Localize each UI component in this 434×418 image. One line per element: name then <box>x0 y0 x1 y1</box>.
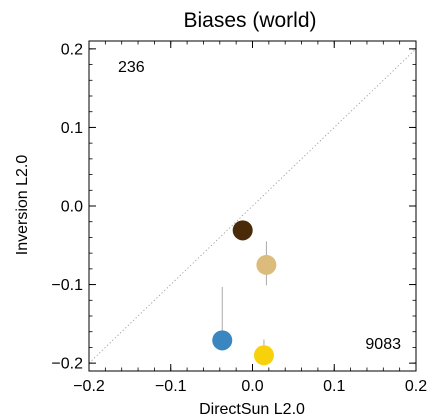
data-point <box>232 220 253 241</box>
y-tick-label: 0.2 <box>61 41 83 58</box>
data-point <box>256 254 277 275</box>
y-tick-label: −0.1 <box>51 277 83 294</box>
data-point <box>212 330 233 351</box>
annotation-count: 9083 <box>365 336 401 353</box>
x-tick-label: 0.0 <box>241 378 263 395</box>
annotation-count: 236 <box>118 59 145 76</box>
plot-area: −0.2 −0.1 0.0 0.1 0.2 −0.2 −0.1 0.0 0.1 0.2 236 908… <box>51 40 427 395</box>
one-to-one-line <box>88 48 417 364</box>
data-point <box>253 345 274 366</box>
x-tick-label: −0.1 <box>155 378 187 395</box>
y-axis-label: Inversion L2.0 <box>14 155 31 256</box>
y-tick-label: 0.1 <box>61 120 83 137</box>
x-tick-label: 0.1 <box>323 378 345 395</box>
chart-title: Biases (world) <box>183 9 316 32</box>
y-tick-label: 0.0 <box>61 199 83 216</box>
x-tick-label: 0.2 <box>405 378 427 395</box>
plot-frame <box>88 40 417 372</box>
x-axis-label: DirectSun L2.0 <box>199 401 305 418</box>
y-tick-label: −0.2 <box>51 356 83 373</box>
x-tick-label: −0.2 <box>73 378 105 395</box>
